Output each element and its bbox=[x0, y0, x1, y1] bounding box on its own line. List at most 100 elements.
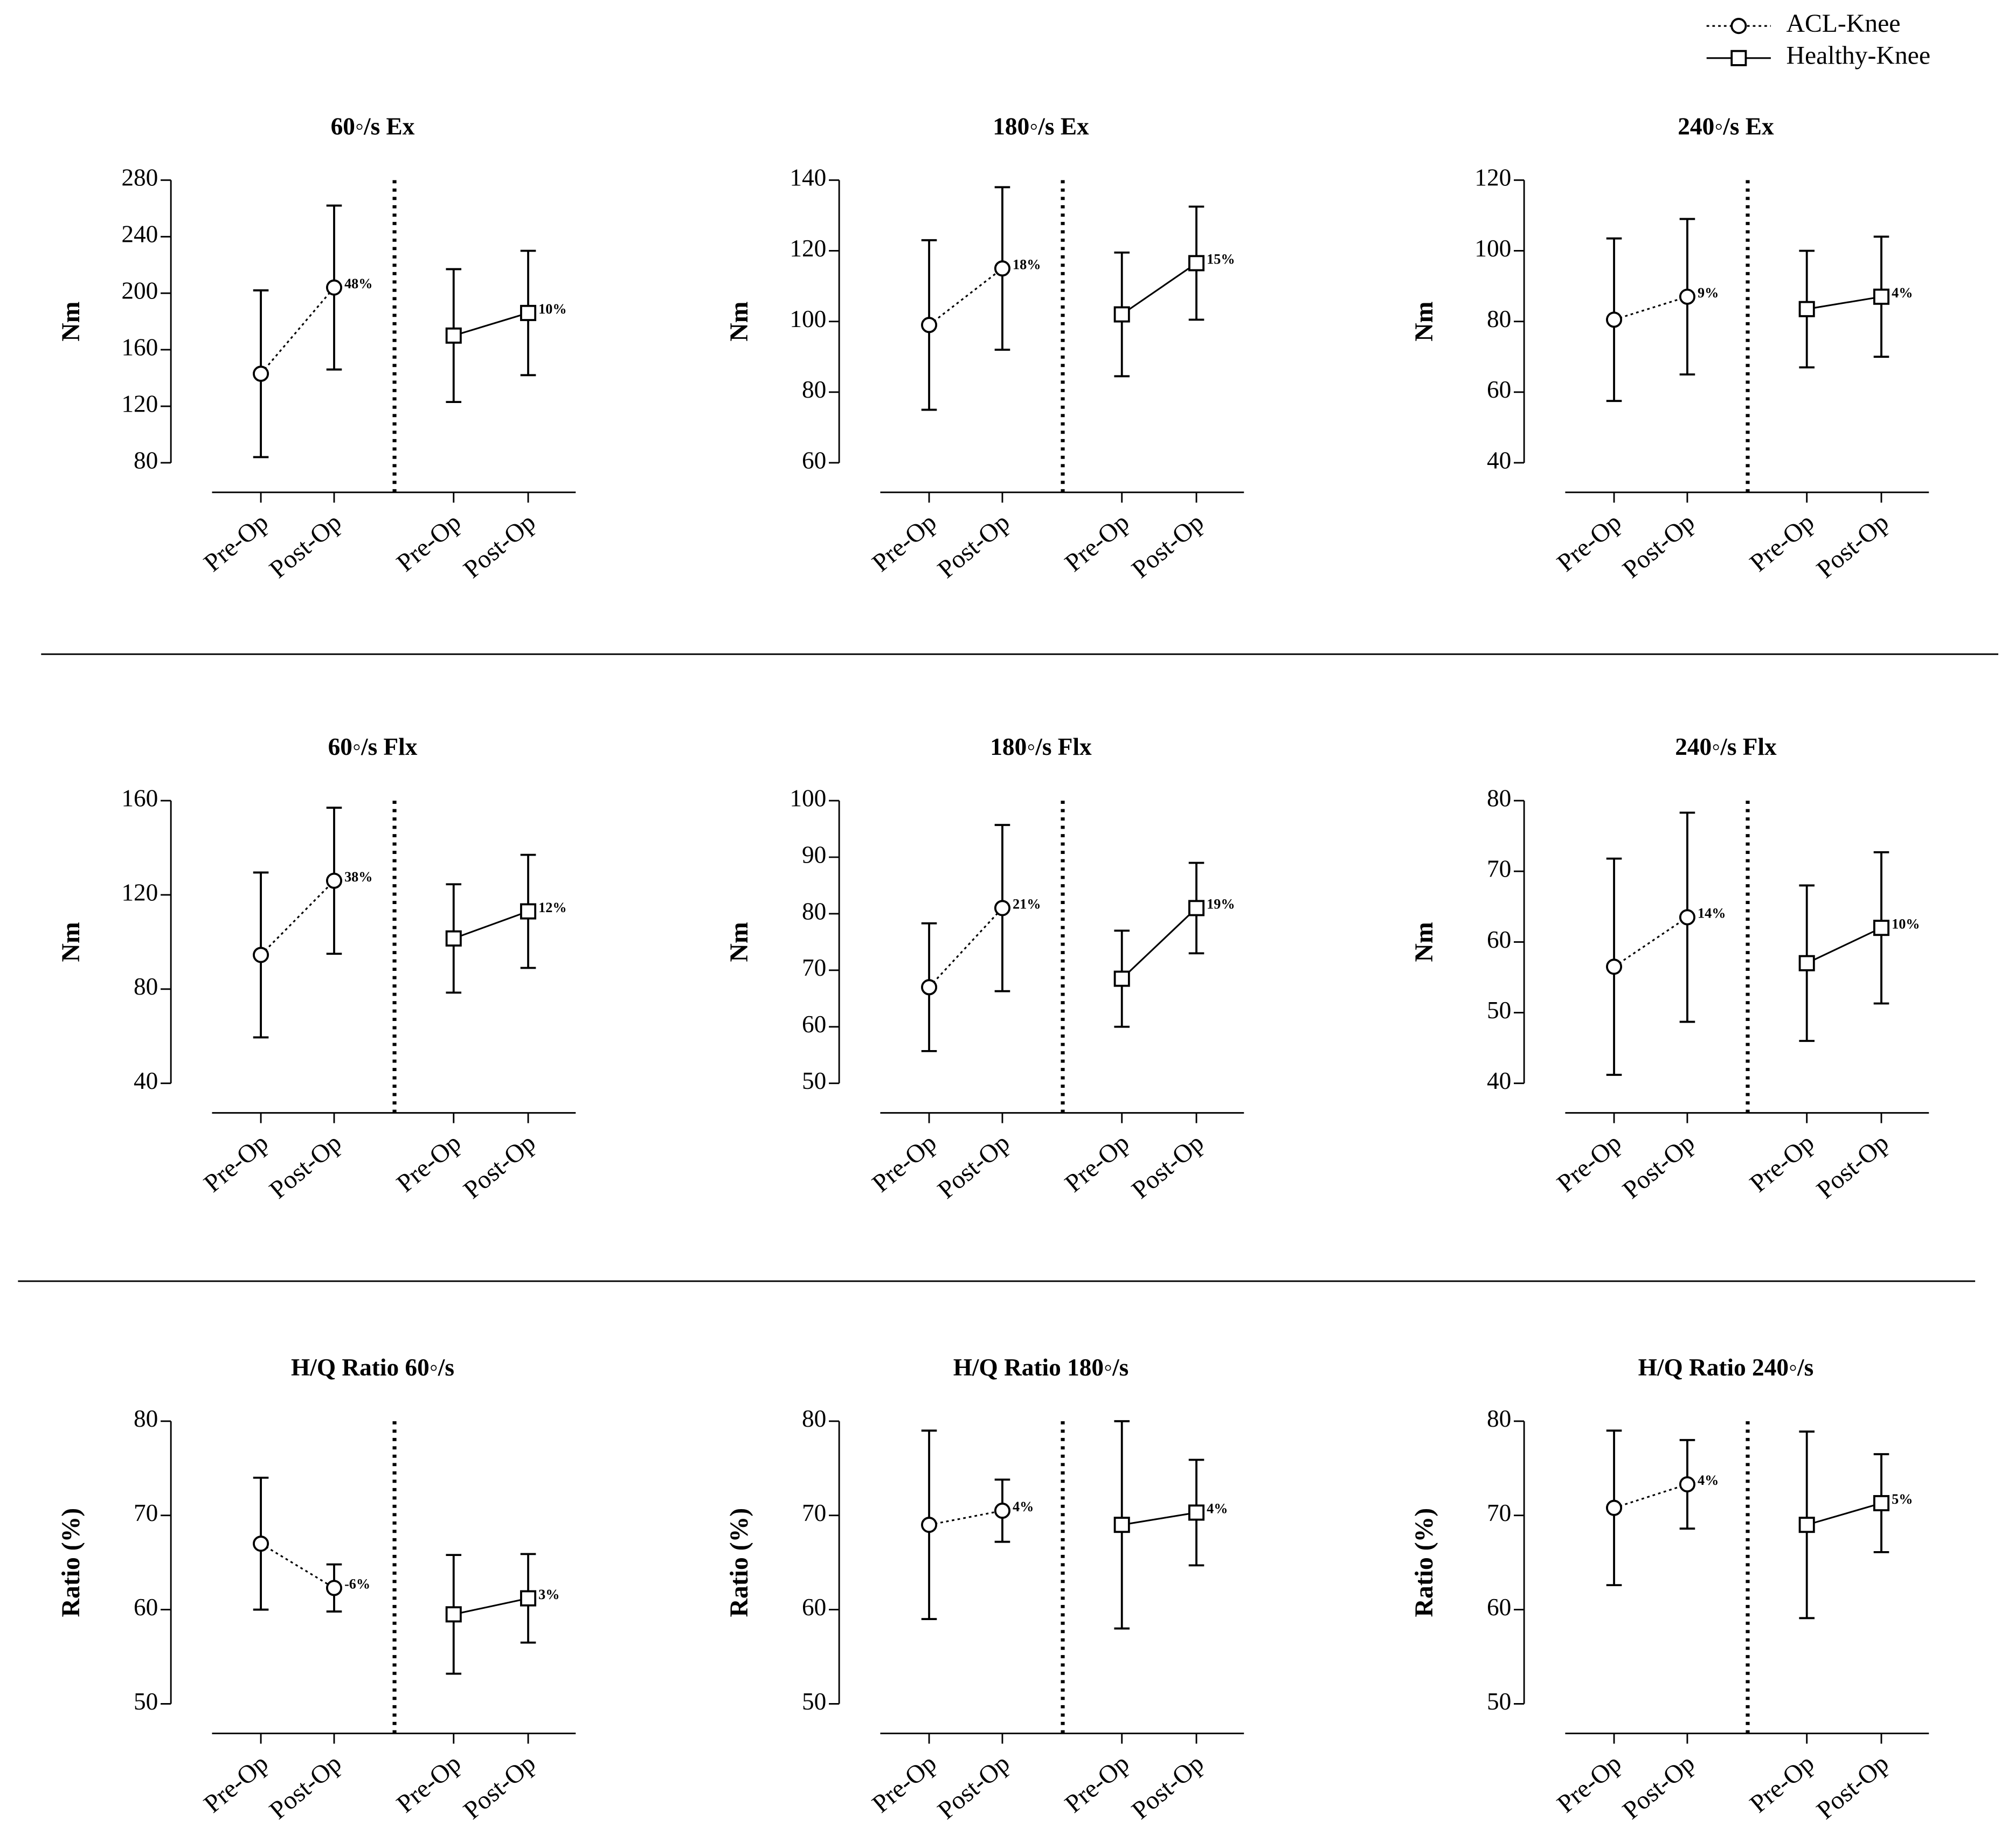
y-tick-label: 200 bbox=[121, 277, 158, 304]
series-line bbox=[929, 1510, 1003, 1526]
marker bbox=[1113, 1517, 1130, 1533]
marker bbox=[921, 979, 938, 996]
series-line bbox=[1121, 262, 1197, 315]
chart-title: 180◦/s Flx bbox=[990, 733, 1092, 760]
marker bbox=[445, 327, 462, 344]
x-tick-label: Post-Op bbox=[264, 508, 347, 583]
series-line bbox=[1806, 296, 1882, 310]
series-line bbox=[453, 1597, 529, 1615]
y-axis-label: Ratio (%) bbox=[57, 1508, 85, 1617]
change-label: 4% bbox=[1892, 285, 1913, 301]
x-tick-label: Post-Op bbox=[264, 1749, 347, 1825]
y-tick-label: 100 bbox=[790, 305, 826, 332]
change-label: 10% bbox=[1892, 916, 1920, 932]
y-tick-label: 70 bbox=[134, 1499, 158, 1526]
x-tick-label: Post-Op bbox=[1811, 508, 1894, 583]
marker bbox=[1113, 306, 1130, 323]
y-tick-label: 100 bbox=[790, 784, 826, 811]
x-tick-label: Pre-Op bbox=[1552, 1129, 1627, 1198]
y-tick-label: 80 bbox=[802, 376, 826, 403]
y-tick-label: 50 bbox=[1487, 1688, 1511, 1715]
x-tick-label: Pre-Op bbox=[1552, 508, 1627, 577]
x-tick-label: Pre-Op bbox=[199, 508, 274, 577]
change-label: 14% bbox=[1698, 906, 1726, 921]
x-tick-label: Pre-Op bbox=[391, 1129, 466, 1198]
change-label: 48% bbox=[344, 276, 372, 291]
x-tick-label: Pre-Op bbox=[199, 1129, 274, 1198]
y-tick-label: 100 bbox=[1474, 235, 1511, 262]
x-tick-label: Pre-Op bbox=[1744, 1749, 1819, 1818]
marker bbox=[253, 1536, 269, 1552]
y-tick-label: 80 bbox=[802, 1405, 826, 1432]
y-axis-label: Nm bbox=[57, 302, 85, 342]
marker bbox=[994, 900, 1010, 916]
marker bbox=[1188, 1504, 1205, 1521]
marker bbox=[520, 1590, 537, 1607]
marker bbox=[520, 903, 537, 920]
legend-marker bbox=[1730, 50, 1747, 66]
x-tick-label: Post-Op bbox=[932, 1749, 1015, 1825]
x-tick-label: Pre-Op bbox=[867, 1749, 942, 1818]
y-tick-label: 60 bbox=[1487, 926, 1511, 953]
y-tick-label: 50 bbox=[134, 1688, 158, 1715]
y-tick-label: 60 bbox=[134, 1594, 158, 1621]
y-tick-label: 70 bbox=[802, 1499, 826, 1526]
chart-title: H/Q Ratio 180◦/s bbox=[953, 1354, 1129, 1381]
series-line bbox=[929, 268, 1003, 326]
marker bbox=[1605, 958, 1623, 975]
marker bbox=[1873, 288, 1890, 305]
series-line bbox=[1614, 1483, 1688, 1509]
x-tick-label: Pre-Op bbox=[867, 508, 942, 577]
chart-title: H/Q Ratio 240◦/s bbox=[1638, 1354, 1814, 1381]
marker bbox=[445, 930, 462, 947]
change-label: 3% bbox=[538, 1587, 559, 1602]
y-tick-label: 60 bbox=[802, 1011, 826, 1038]
chart-title: 60◦/s Flx bbox=[328, 733, 418, 760]
marker bbox=[520, 304, 537, 321]
marker bbox=[1188, 255, 1205, 272]
y-tick-label: 120 bbox=[790, 235, 826, 262]
x-tick-label: Post-Op bbox=[1617, 1749, 1700, 1825]
y-axis-label: Nm bbox=[1410, 302, 1438, 342]
marker bbox=[1798, 301, 1815, 317]
marker bbox=[921, 1517, 938, 1533]
legend-label: ACL-Knee bbox=[1787, 10, 1901, 38]
change-label: -6% bbox=[344, 1576, 370, 1592]
series-line bbox=[260, 1543, 335, 1589]
marker bbox=[1188, 900, 1205, 916]
y-axis-label: Nm bbox=[1410, 922, 1438, 962]
y-tick-label: 140 bbox=[790, 164, 826, 191]
marker bbox=[994, 1502, 1010, 1519]
x-tick-label: Post-Op bbox=[1811, 1129, 1894, 1204]
series-line bbox=[1121, 1511, 1197, 1526]
chart-title: 60◦/s Ex bbox=[331, 113, 415, 140]
chart-title: 180◦/s Ex bbox=[993, 113, 1089, 140]
x-tick-label: Pre-Op bbox=[1060, 508, 1134, 577]
y-tick-label: 60 bbox=[1487, 376, 1511, 403]
y-tick-label: 240 bbox=[121, 221, 158, 248]
x-tick-label: Post-Op bbox=[1811, 1749, 1894, 1825]
change-label: 38% bbox=[344, 869, 372, 885]
series-line bbox=[1614, 916, 1688, 968]
change-label: 5% bbox=[1892, 1491, 1913, 1507]
marker bbox=[1679, 909, 1695, 926]
chart-title: 240◦/s Flx bbox=[1675, 733, 1777, 760]
marker bbox=[1798, 955, 1815, 971]
y-tick-label: 80 bbox=[1487, 1405, 1511, 1432]
x-tick-label: Pre-Op bbox=[199, 1749, 274, 1818]
change-label: 4% bbox=[1698, 1472, 1719, 1488]
x-tick-label: Pre-Op bbox=[1060, 1129, 1134, 1198]
marker bbox=[1113, 970, 1130, 987]
y-tick-label: 80 bbox=[802, 898, 826, 925]
marker bbox=[1679, 1476, 1695, 1493]
marker bbox=[1798, 1517, 1815, 1533]
y-tick-label: 120 bbox=[121, 879, 158, 906]
series-line bbox=[1806, 1502, 1882, 1526]
marker bbox=[1605, 311, 1623, 328]
x-tick-label: Post-Op bbox=[459, 1129, 541, 1204]
y-tick-label: 70 bbox=[802, 954, 826, 981]
x-tick-label: Pre-Op bbox=[1744, 1129, 1819, 1198]
series-line bbox=[1614, 296, 1688, 321]
marker bbox=[253, 365, 269, 382]
